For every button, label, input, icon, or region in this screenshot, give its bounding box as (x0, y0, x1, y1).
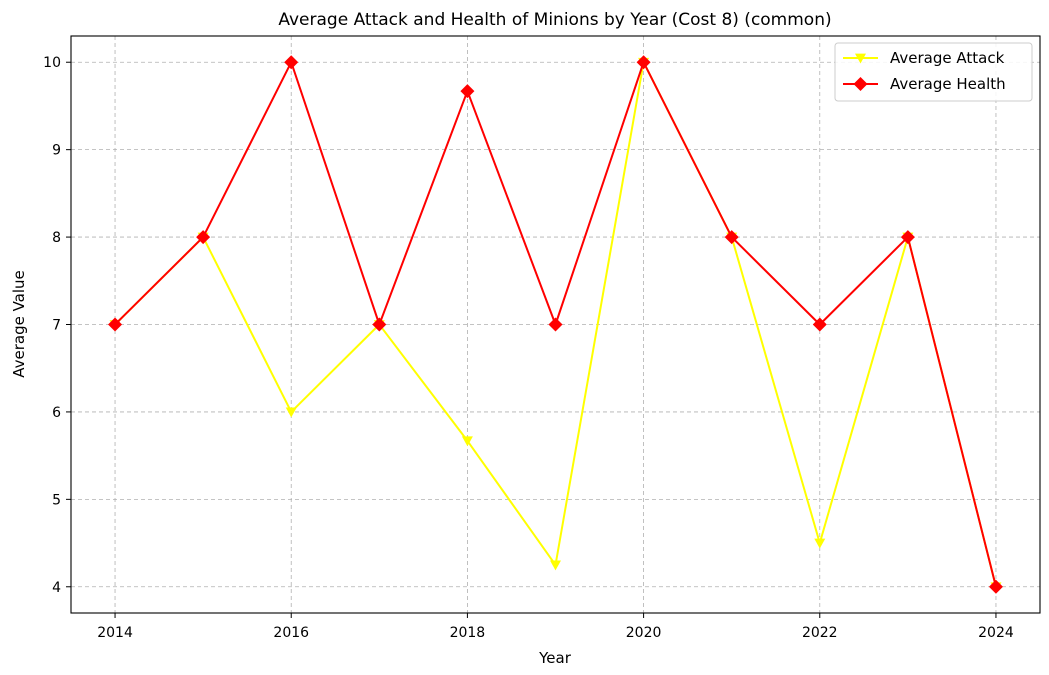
data-point (461, 436, 473, 447)
legend-label: Average Health (890, 75, 1006, 93)
data-point (285, 407, 297, 418)
data-point (988, 579, 1003, 594)
y-tick-label: 7 (52, 318, 61, 334)
data-point (724, 230, 739, 245)
x-axis-label: Year (538, 649, 572, 667)
y-tick-label: 10 (43, 55, 61, 71)
x-axis-ticks: 2014 2016 2018 2020 2022 2024 (97, 613, 1014, 641)
y-tick-label: 9 (52, 143, 61, 159)
data-point (372, 317, 387, 332)
x-tick-label: 2022 (802, 625, 838, 641)
data-point (460, 84, 475, 99)
legend-label: Average Attack (890, 49, 1005, 67)
chart-title: Average Attack and Health of Minions by … (278, 10, 831, 30)
y-tick-label: 8 (52, 230, 61, 246)
legend: Average Attack Average Health (834, 42, 1033, 102)
y-tick-label: 6 (52, 405, 61, 421)
data-point (636, 55, 651, 70)
data-point (284, 55, 299, 70)
x-tick-label: 2018 (450, 625, 486, 641)
data-point (814, 538, 826, 549)
series-layer (108, 55, 1003, 594)
data-point (550, 560, 561, 571)
y-axis-label: Average Value (10, 270, 28, 378)
data-point (196, 230, 211, 245)
legend-entry: Average Attack (843, 49, 1005, 67)
data-point (900, 230, 915, 245)
legend-marker (855, 53, 866, 64)
y-tick-label: 5 (52, 492, 61, 508)
data-point (108, 317, 123, 332)
data-point (548, 317, 563, 332)
x-tick-label: 2020 (626, 625, 662, 641)
legend-box (834, 42, 1033, 102)
y-tick-label: 4 (52, 580, 61, 596)
legend-entry: Average Health (843, 75, 1006, 93)
legend-marker (853, 77, 868, 91)
y-axis-ticks: 4 5 6 7 8 9 10 (43, 55, 71, 596)
data-point (812, 317, 827, 332)
series-average-health (108, 55, 1003, 594)
x-tick-label: 2024 (978, 625, 1014, 641)
x-tick-label: 2016 (273, 625, 309, 641)
x-tick-label: 2014 (97, 625, 133, 641)
